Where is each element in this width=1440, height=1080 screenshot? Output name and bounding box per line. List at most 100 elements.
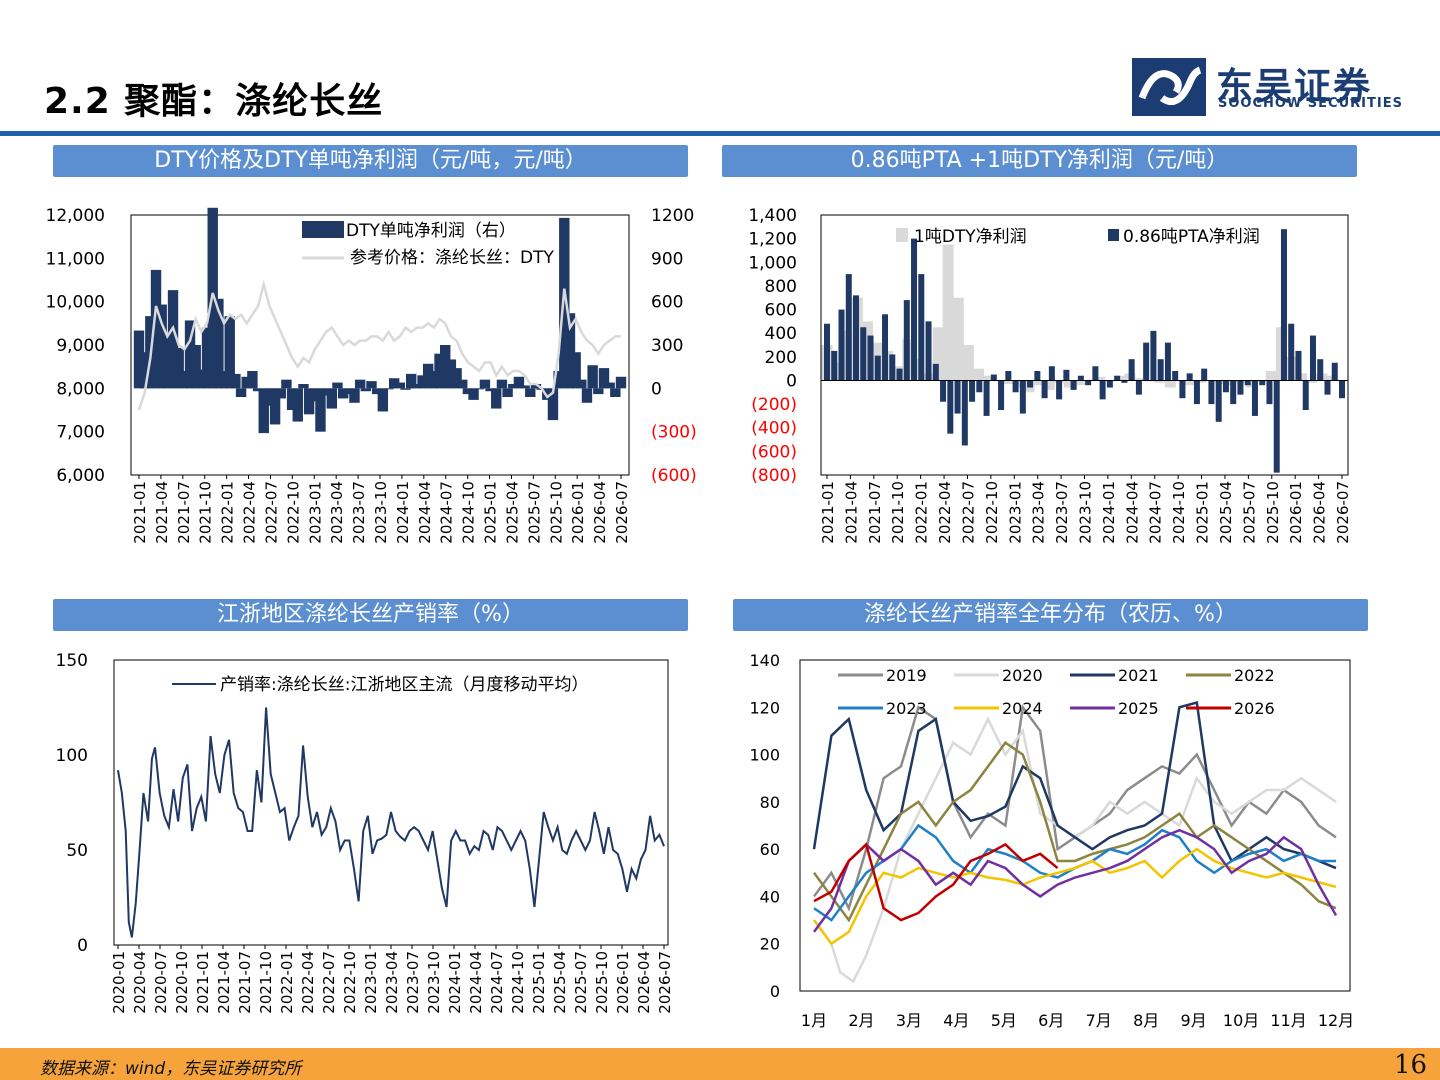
- pta-profit-bar: [1005, 371, 1012, 381]
- x-tick-label: 10月: [1223, 1011, 1259, 1030]
- x-tick-label: 2024-04: [1123, 481, 1141, 544]
- brand-logo: 东吴证券 SOOCHOW SECURITIES: [1132, 56, 1432, 116]
- logo-cn-text: 东吴证券: [1216, 65, 1372, 108]
- profit-bar: [485, 388, 496, 392]
- profit-bar: [496, 379, 508, 389]
- profit-bar: [264, 388, 275, 406]
- profit-bar: [150, 269, 162, 389]
- y-tick: 400: [765, 324, 797, 344]
- profit-bar: [230, 373, 241, 389]
- pta-profit-bar: [998, 380, 1005, 410]
- x-tick-label: 2022-01: [219, 481, 237, 544]
- dty-profit-bar: [962, 345, 974, 381]
- page-number: 16: [1394, 1050, 1428, 1080]
- dty-profit-bar: [1185, 380, 1197, 386]
- pta-profit-bar: [1244, 380, 1251, 386]
- pta-profit-bar: [853, 295, 860, 381]
- x-tick-label: 12月: [1318, 1011, 1354, 1030]
- dty-profit-bar: [1154, 380, 1166, 383]
- profit-bar: [394, 382, 406, 389]
- profit-bar: [133, 330, 145, 389]
- pta-profit-bar: [874, 355, 881, 381]
- profit-bar: [213, 298, 224, 389]
- dty-profit-bar: [1033, 380, 1045, 386]
- y-tick: (400): [751, 419, 797, 439]
- legend-swatch-dty: [896, 228, 908, 242]
- pta-profit-bar: [1041, 380, 1048, 399]
- pta-profit-bar: [1259, 380, 1266, 386]
- profit-bar: [615, 376, 627, 389]
- y-tick: 0: [786, 371, 797, 391]
- dty-profit-bar: [1003, 380, 1015, 384]
- chart-sales-ratio-seasonal: 0 20 40 60 80 100 120 140 1月 2月 3月 4月 5月 6月 7月 8月 9月 10月 1…: [749, 651, 1354, 1030]
- profit-bar: [462, 388, 474, 395]
- pta-profit-bar: [954, 380, 961, 414]
- profit-bar: [400, 388, 411, 390]
- pta-profit-bar: [1027, 380, 1034, 388]
- pta-profit-bar: [1266, 380, 1273, 405]
- pta-profit-bar: [845, 274, 852, 381]
- x-tick-label: 3月: [896, 1011, 922, 1030]
- x-tick-label: 2021-10: [197, 481, 215, 544]
- x-tick-label: 2023-01: [362, 951, 380, 1014]
- x-tick-label: 4月: [943, 1011, 969, 1030]
- x-tick-label: 2022-04: [936, 481, 954, 544]
- pta-profit-bar: [1222, 380, 1229, 393]
- profit-bar: [564, 313, 576, 389]
- x-tick-label: 2025-07: [1240, 481, 1258, 544]
- x-tick-label: 2021-07: [866, 481, 884, 544]
- profit-bar: [587, 365, 598, 389]
- profit-bar: [474, 388, 485, 390]
- profit-bar: [292, 388, 303, 422]
- x-tick-label: 2025-01: [482, 481, 500, 544]
- dty-profit-bar: [1043, 380, 1055, 390]
- chart2-header: 0.86吨PTA +1吨DTY净利润（元/吨）: [722, 145, 1357, 177]
- legend-pta: 0.86吨PTA净利润: [1123, 227, 1260, 247]
- dty-profit-bar: [1265, 371, 1277, 381]
- x-tick-label: 2024-10: [460, 481, 478, 544]
- legend-label-2024: 2024: [1002, 699, 1043, 718]
- x-tick-label: 2026-07: [613, 481, 631, 544]
- y-tick: 1,000: [748, 253, 797, 273]
- dty-profit-bar: [1063, 380, 1075, 388]
- chart-pta-dty-profit: 1,400 1,200 1,000 800 600 400 200 0 (200) (400) (6…: [748, 206, 1352, 544]
- y-tick: 1,400: [748, 206, 797, 226]
- profit-bar: [235, 388, 247, 397]
- pta-profit-bar: [1280, 229, 1287, 381]
- profit-bar: [349, 388, 360, 403]
- x-tick-label: 6月: [1038, 1011, 1064, 1030]
- pta-profit-bar: [1034, 371, 1041, 381]
- x-tick-label: 2024-10: [1170, 481, 1188, 544]
- pta-profit-bar: [976, 380, 983, 393]
- chart-dty-price-profit: 6,000 7,000 8,000 9,000 10,000 11,000 12,000 (6…: [46, 206, 697, 544]
- x-tick-label: 2022-07: [320, 951, 338, 1014]
- page-title: 2.2 聚酯：涤纶长丝: [44, 81, 384, 122]
- profit-bar: [184, 320, 196, 389]
- profit-bar: [570, 352, 581, 389]
- x-tick-label: 2021-07: [236, 951, 254, 1014]
- y-tick: 200: [765, 348, 797, 368]
- plot-frame: [799, 659, 1351, 992]
- x-tick-label: 2023-07: [1053, 481, 1071, 544]
- dty-profit-bar: [1134, 378, 1146, 381]
- profit-bar: [434, 353, 445, 389]
- dty-profit-bar: [952, 297, 964, 381]
- pta-profit-bar: [1193, 380, 1200, 405]
- x-tick-label: 2024-10: [509, 951, 527, 1014]
- x-tick-label: 2025-10: [1264, 481, 1282, 544]
- profit-bar: [513, 376, 525, 389]
- profit-bar: [241, 376, 252, 389]
- pta-profit-bar: [1143, 342, 1150, 381]
- x-tick-label: 7月: [1086, 1011, 1112, 1030]
- profit-bar: [411, 384, 423, 389]
- profit-bar: [298, 384, 309, 389]
- pta-profit-bar: [969, 380, 976, 402]
- pta-profit-bar: [1179, 380, 1186, 399]
- dty-profit-bar: [861, 321, 873, 381]
- profit-bar: [559, 217, 570, 389]
- pta-profit-bar: [860, 327, 867, 381]
- x-tick-label: 2026-01: [614, 951, 632, 1014]
- profit-bar: [269, 388, 281, 425]
- pta-profit-bar: [1135, 380, 1142, 395]
- pta-profit-bar: [1106, 380, 1113, 388]
